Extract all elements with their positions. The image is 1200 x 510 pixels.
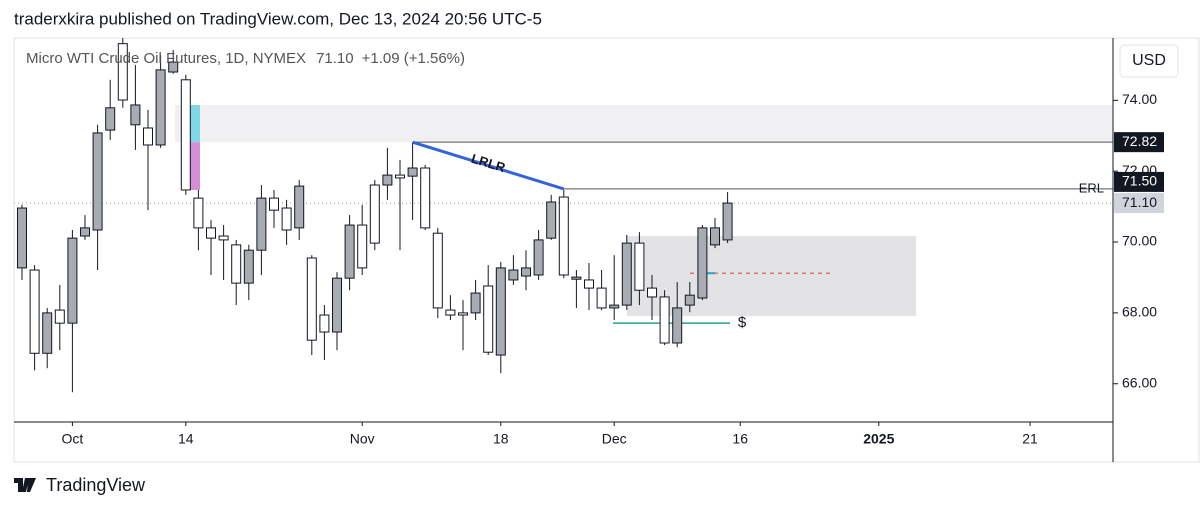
- candle-body: [155, 69, 166, 146]
- candle-body: [369, 184, 380, 244]
- candle-body: [508, 269, 519, 281]
- lrlr-line: [412, 140, 565, 191]
- candle-body: [357, 224, 368, 269]
- annotation: ERL: [1079, 180, 1104, 195]
- candle-body: [445, 309, 456, 316]
- price-label-box: [1114, 171, 1164, 192]
- candle-body: [168, 61, 179, 73]
- y-tick-label: 68.00: [1122, 304, 1157, 320]
- x-tick-label: 2025: [863, 431, 894, 447]
- y-tick-label: 70.00: [1122, 233, 1157, 249]
- candle-body: [420, 167, 431, 229]
- candle-body: [596, 287, 607, 309]
- candle-body: [521, 267, 531, 277]
- candle-body: [470, 292, 481, 314]
- price-label-box: [1114, 132, 1164, 153]
- chart-title: Micro WTI Crude Oil Futures, 1D, NYMEX 71…: [26, 50, 465, 67]
- candle-body: [117, 43, 128, 101]
- logo-mark: [14, 478, 36, 492]
- change: +1.09 (+1.56%): [362, 50, 465, 67]
- candle-body: [29, 269, 40, 354]
- candle-body: [584, 279, 594, 289]
- candle-body: [495, 267, 506, 356]
- currency-box[interactable]: [1119, 44, 1179, 78]
- candle-body: [659, 296, 670, 344]
- candle-body: [294, 185, 305, 229]
- x-tick-label: 14: [178, 431, 194, 447]
- candle-body: [256, 197, 267, 251]
- candle-body: [458, 312, 468, 316]
- candle-body: [382, 174, 393, 186]
- candle-body: [533, 239, 544, 276]
- candle-body: [546, 201, 557, 239]
- candle-body: [143, 127, 153, 146]
- candle-body: [42, 312, 53, 354]
- candle-body: [432, 232, 443, 309]
- candle-body: [609, 304, 620, 309]
- frame: [13, 37, 1200, 463]
- candle-body: [710, 227, 720, 246]
- candle-body: [281, 207, 292, 231]
- price-label: 71.50: [1122, 173, 1157, 189]
- x-tick-label: 21: [1022, 431, 1038, 447]
- candle-body: [697, 227, 708, 299]
- candle-body: [92, 132, 103, 231]
- price-label: 71.10: [1122, 194, 1157, 210]
- candle-body: [647, 287, 657, 298]
- candle-body: [332, 277, 342, 333]
- plot: [14, 38, 1113, 393]
- y-tick-label: 74.00: [1122, 91, 1157, 107]
- candle-body: [621, 242, 632, 306]
- x-tick-label: Dec: [602, 431, 627, 447]
- candle-body: [193, 197, 204, 229]
- x-tick-label: 16: [732, 431, 748, 447]
- currency[interactable]: USD: [1132, 52, 1166, 69]
- candle-body: [634, 242, 645, 291]
- candle-body: [243, 249, 254, 284]
- price-label: 72.82: [1122, 133, 1157, 149]
- candle-body: [684, 294, 695, 306]
- candle-body: [206, 227, 216, 239]
- x-tick-label: Nov: [350, 431, 375, 447]
- candle-body: [319, 314, 330, 333]
- x-tick-label: Oct: [62, 431, 84, 447]
- candle-body: [105, 107, 116, 131]
- candle-body: [722, 202, 733, 241]
- candle-body: [54, 309, 65, 324]
- candle-body: [344, 224, 355, 279]
- candle-body: [558, 196, 569, 276]
- annotation: $: [738, 314, 747, 331]
- candle-body: [269, 197, 279, 211]
- y-tick-label: 66.00: [1122, 374, 1157, 390]
- candle-body: [306, 257, 317, 341]
- candle-body: [80, 227, 90, 237]
- candle-body: [571, 276, 582, 280]
- candle-body: [17, 207, 27, 269]
- footer: TradingView: [46, 475, 146, 495]
- candle-body: [67, 237, 78, 324]
- price-label-box: [1114, 193, 1164, 214]
- header: traderxkira published on TradingView.com…: [14, 9, 542, 28]
- zone: [627, 236, 916, 317]
- candle-body: [180, 79, 191, 191]
- candle-body: [672, 307, 683, 344]
- x-tick-label: 18: [493, 431, 509, 447]
- candle-body: [231, 244, 242, 284]
- candle-body: [130, 104, 141, 126]
- title: Micro WTI Crude Oil Futures, 1D, NYMEX: [26, 50, 306, 67]
- logo: TradingView: [14, 475, 146, 495]
- candle-body: [407, 167, 418, 177]
- zone: [175, 104, 1113, 143]
- candle-body: [483, 285, 494, 353]
- candle-body: [395, 174, 405, 179]
- quote: 71.10: [316, 50, 354, 67]
- candle-body: [218, 235, 229, 241]
